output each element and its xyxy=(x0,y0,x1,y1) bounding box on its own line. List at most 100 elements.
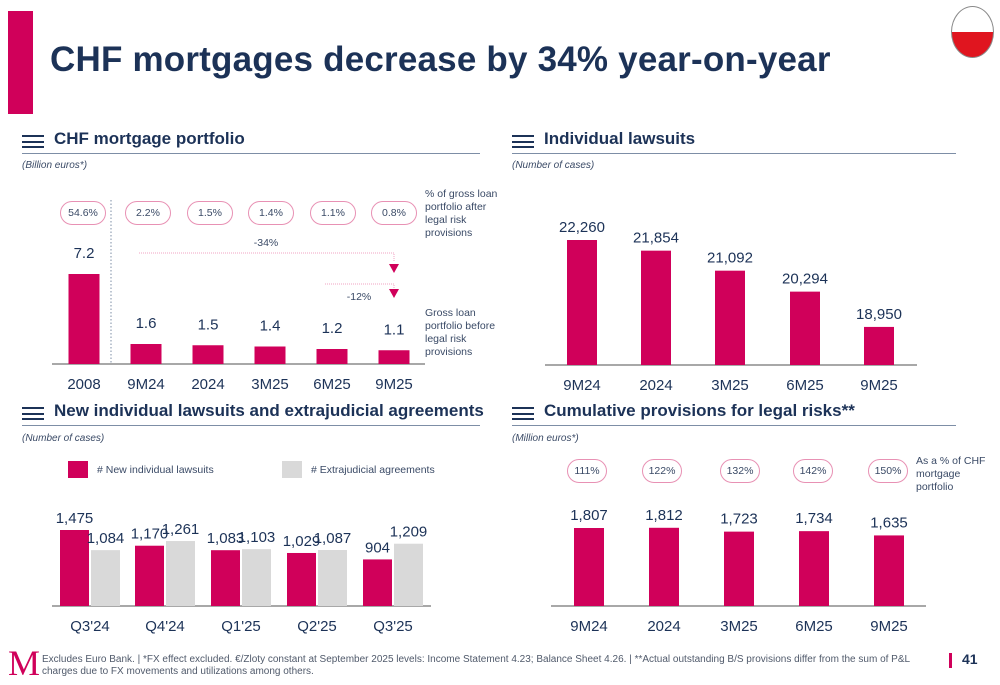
bar-value-label: 1,635 xyxy=(870,514,908,531)
bar-value-label: 1,209 xyxy=(390,524,428,541)
bar-note-chf-portfolio: Gross loan portfolio before legal risk p… xyxy=(425,307,496,358)
bar-extrajudicial xyxy=(318,549,347,606)
footer-disclaimer: Excludes Euro Bank. | *FX effect exclude… xyxy=(42,654,910,677)
bar-value-label: 1,087 xyxy=(314,530,352,547)
section-title: CHF mortgage portfolio xyxy=(54,129,245,148)
menu-lines-icon xyxy=(512,135,534,148)
section-title: Cumulative provisions for legal risks** xyxy=(544,401,855,420)
bar xyxy=(254,346,286,364)
x-tick-label: 9M24 xyxy=(563,377,601,394)
down-arrow-icon xyxy=(389,289,399,298)
x-tick-label: 9M25 xyxy=(860,377,898,394)
x-tick-label: 2008 xyxy=(67,376,100,393)
x-tick-label: Q2'25 xyxy=(297,618,337,635)
x-tick-label: 9M25 xyxy=(870,618,908,635)
bar-extrajudicial xyxy=(91,550,120,606)
bar-new-lawsuits xyxy=(211,550,240,606)
bar xyxy=(68,274,100,364)
pill-note-chf-portfolio: % of gross loan portfolio after legal ri… xyxy=(425,188,498,239)
menu-lines-icon xyxy=(22,135,44,148)
change-annotation-line xyxy=(325,283,395,288)
percentage-pill: 150% xyxy=(868,459,908,483)
percentage-pill: 122% xyxy=(642,459,682,483)
unit-label: (Number of cases) xyxy=(22,433,105,444)
section-title: Individual lawsuits xyxy=(544,129,696,148)
unit-label: (Number of cases) xyxy=(512,160,595,171)
bar-value-label: 1,029 xyxy=(283,533,321,550)
bar-value-label: 1.5 xyxy=(198,316,219,333)
section-header-individual-lawsuits: Individual lawsuits xyxy=(512,129,956,154)
bar xyxy=(567,240,597,365)
x-tick-label: 6M25 xyxy=(786,377,824,394)
bar xyxy=(378,350,410,364)
change-annotation-label: -12% xyxy=(347,291,372,303)
percentage-pill: 1.4% xyxy=(248,201,294,225)
bar-value-label: 1,734 xyxy=(795,510,833,527)
bar xyxy=(192,345,224,364)
legend-swatch xyxy=(68,461,88,478)
bar-value-label: 1.4 xyxy=(260,318,281,335)
percentage-pill: 2.2% xyxy=(125,201,171,225)
bar-new-lawsuits xyxy=(287,552,316,606)
section-title: New individual lawsuits and extrajudicia… xyxy=(54,401,484,420)
x-tick-label: 9M24 xyxy=(127,376,165,393)
x-tick-label: Q3'25 xyxy=(373,618,413,635)
x-tick-label: 3M25 xyxy=(251,376,289,393)
bar xyxy=(790,291,820,365)
bar-value-label: 20,294 xyxy=(782,271,828,288)
bar-value-label: 1,103 xyxy=(238,529,276,546)
percentage-pill: 54.6% xyxy=(60,201,106,225)
bar-value-label: 904 xyxy=(365,539,390,556)
bar-value-label: 1,475 xyxy=(56,510,94,527)
percentage-pill: 132% xyxy=(720,459,760,483)
bar-extrajudicial xyxy=(394,543,423,606)
x-tick-label: 3M25 xyxy=(720,618,758,635)
bar-value-label: 1,083 xyxy=(207,530,245,547)
bar-value-label: 22,260 xyxy=(559,219,605,236)
change-annotation-line xyxy=(139,252,395,262)
percentage-pill: 1.5% xyxy=(187,201,233,225)
legend-label: # Extrajudicial agreements xyxy=(311,463,435,476)
section-header-cumulative-provisions: Cumulative provisions for legal risks** xyxy=(512,401,956,426)
x-tick-label: 2024 xyxy=(647,618,680,635)
legend-item-new-lawsuits: # New individual lawsuits xyxy=(68,461,214,478)
bar xyxy=(715,270,745,365)
x-tick-label: 6M25 xyxy=(313,376,351,393)
unit-label: (Billion euros*) xyxy=(22,160,88,171)
bar-value-label: 1,084 xyxy=(87,530,125,547)
percentage-pill: 111% xyxy=(567,459,607,483)
bar-value-label: 1.2 xyxy=(322,320,343,337)
bar xyxy=(874,535,904,606)
bar-value-label: 18,950 xyxy=(856,306,902,323)
bar-value-label: 1,812 xyxy=(645,507,683,524)
bar xyxy=(316,349,348,364)
bar-value-label: 1.1 xyxy=(384,321,405,338)
bar xyxy=(799,531,829,606)
bar-new-lawsuits xyxy=(135,545,164,606)
poland-flag-icon xyxy=(951,6,994,58)
bar-value-label: 1,261 xyxy=(162,521,200,538)
percentage-pill: 0.8% xyxy=(371,201,417,225)
bar-new-lawsuits xyxy=(60,530,89,606)
bar xyxy=(574,528,604,606)
bar-extrajudicial xyxy=(166,541,195,606)
menu-lines-icon xyxy=(22,407,44,420)
menu-lines-icon xyxy=(512,407,534,420)
percentage-pill: 142% xyxy=(793,459,833,483)
bar-value-label: 7.2 xyxy=(74,245,95,262)
bar-extrajudicial xyxy=(242,549,271,606)
pill-note-provisions: As a % of CHF mortgage portfolio xyxy=(916,455,986,493)
section-header-new-lawsuits: New individual lawsuits and extrajudicia… xyxy=(22,401,484,426)
title-accent-bar xyxy=(8,11,33,114)
bar xyxy=(641,250,671,365)
bar xyxy=(130,344,162,364)
page-number-accent xyxy=(949,653,952,668)
bar xyxy=(724,531,754,606)
change-annotation-label: -34% xyxy=(254,237,279,249)
x-tick-label: 9M24 xyxy=(570,618,608,635)
bank-logo: M xyxy=(8,643,41,683)
bar xyxy=(649,527,679,606)
percentage-pill: 1.1% xyxy=(310,201,356,225)
page-title: CHF mortgages decrease by 34% year-on-ye… xyxy=(50,40,831,79)
